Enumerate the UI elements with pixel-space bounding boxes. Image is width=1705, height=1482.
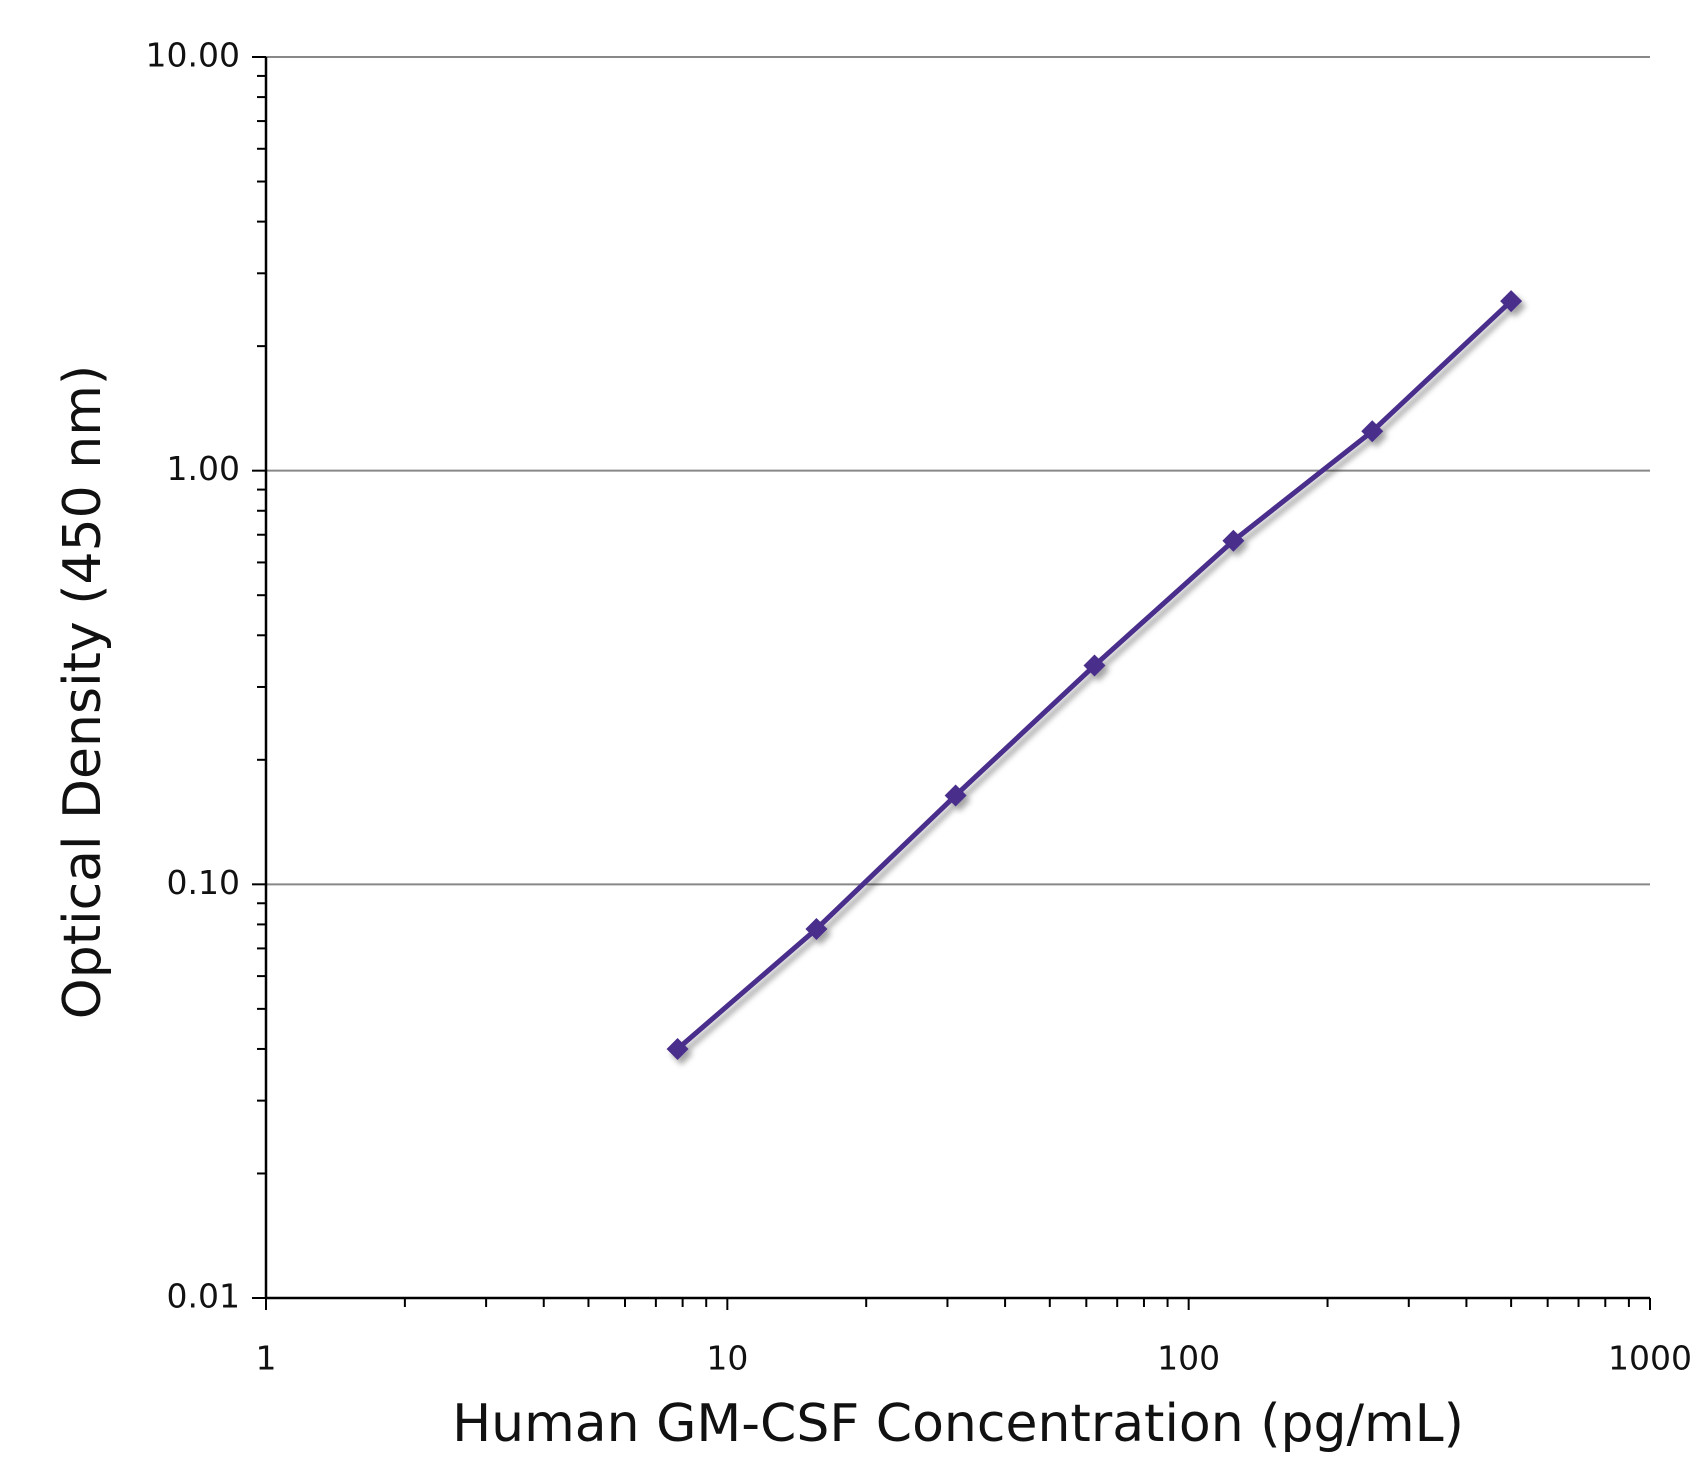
data-point bbox=[1222, 529, 1245, 552]
data-point bbox=[1361, 420, 1384, 443]
x-tick-label: 100 bbox=[1157, 1339, 1220, 1378]
x-tick-label: 10 bbox=[706, 1339, 748, 1378]
x-tick-label: 1 bbox=[256, 1339, 277, 1378]
x-tick-label: 1000 bbox=[1608, 1339, 1692, 1378]
data-point bbox=[805, 917, 828, 940]
y-tick-label: 1.00 bbox=[167, 449, 240, 488]
data-point bbox=[666, 1037, 689, 1060]
y-axis-title: Optical Density (450 nm) bbox=[53, 365, 113, 1019]
y-tick-label: 0.01 bbox=[167, 1277, 240, 1316]
x-axis-title: Human GM-CSF Concentration (pg/mL) bbox=[452, 1394, 1464, 1454]
y-tick-label: 10.00 bbox=[146, 36, 240, 75]
data-point bbox=[1083, 654, 1106, 677]
series bbox=[666, 290, 1523, 1060]
data-point bbox=[1500, 290, 1523, 313]
y-tick-label: 0.10 bbox=[167, 863, 240, 902]
data-point bbox=[944, 784, 967, 807]
